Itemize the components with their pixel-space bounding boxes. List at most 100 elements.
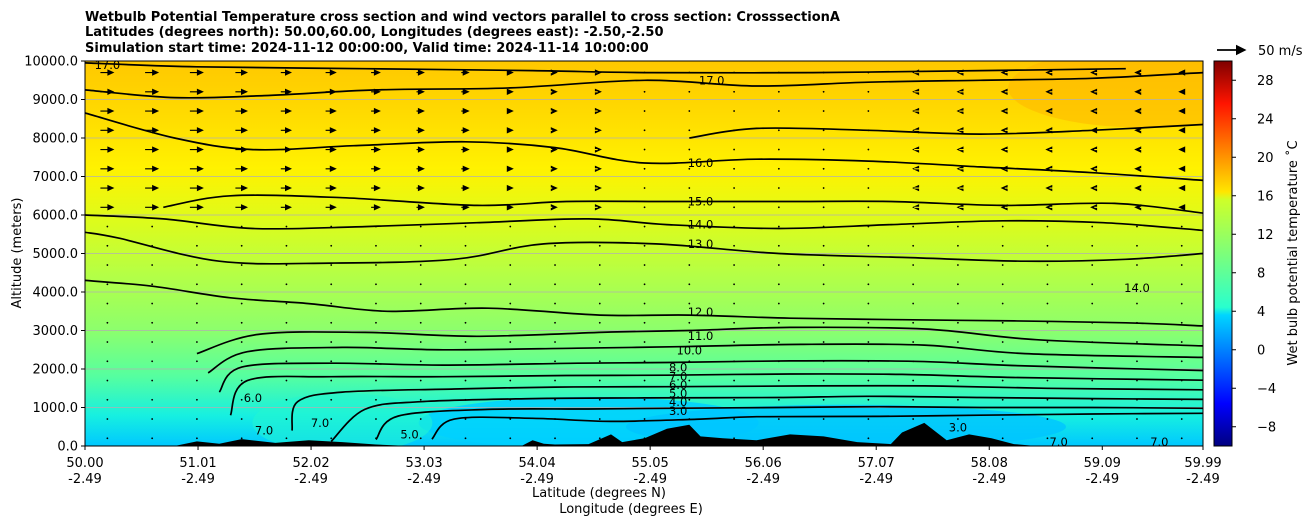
wind-vector (375, 437, 377, 440)
wind-vector (1180, 321, 1183, 324)
wind-vector (733, 110, 735, 112)
wind-vector (688, 360, 691, 363)
wind-vector (1001, 360, 1004, 363)
wind-vector (416, 165, 425, 172)
wind-vector (240, 283, 243, 286)
wind-vector (822, 360, 825, 363)
wind-vector (371, 184, 381, 192)
wind-vector (598, 341, 601, 343)
wind-vector (106, 341, 109, 343)
wind-vector (196, 437, 198, 440)
wind-vector (598, 398, 601, 401)
wind-vector (1046, 379, 1049, 382)
wind-vector (285, 264, 288, 266)
wind-vector (594, 165, 602, 172)
wind-vector (1045, 146, 1053, 153)
title-line-1: Wetbulb Potential Temperature cross sect… (85, 10, 840, 25)
contour-line (291, 384, 1203, 431)
wind-vector (912, 184, 920, 192)
wind-vector (822, 90, 825, 93)
wind-vector (777, 187, 780, 189)
wind-vector (554, 418, 556, 420)
wind-vector (509, 321, 512, 324)
wind-vector (509, 418, 512, 420)
wind-vector (196, 341, 198, 343)
wind-vector (1180, 283, 1183, 286)
wind-vector (235, 69, 248, 76)
wind-vector (643, 148, 646, 151)
wind-vector (777, 129, 780, 132)
wind-vector (867, 129, 870, 132)
wind-vector (280, 127, 292, 134)
wind-vector (325, 127, 337, 134)
wind-vector (509, 302, 512, 305)
wind-vector (375, 379, 377, 382)
wind-vector (912, 437, 915, 440)
title-line-2: Latitudes (degrees north): 50.00,60.00, … (85, 25, 664, 40)
contour-label-text: 4.0 (669, 395, 687, 409)
wind-vector (867, 302, 870, 305)
wind-vector (240, 321, 243, 324)
wind-vector (1180, 302, 1183, 305)
wind-vector (1136, 418, 1138, 420)
wind-vector (1180, 437, 1183, 440)
y-tick-label: 1000.0 (33, 401, 79, 416)
wind-vector (1091, 302, 1094, 305)
wind-vector (235, 204, 248, 211)
wind-vector (235, 165, 248, 172)
wind-vector (867, 437, 870, 440)
wind-vector (375, 244, 377, 247)
wind-vector (957, 264, 959, 266)
wind-vector (106, 264, 109, 266)
wind-vector (777, 398, 780, 401)
wind-vector (509, 283, 512, 286)
wind-vector (550, 88, 558, 95)
wind-vector (330, 418, 333, 420)
wind-vector (733, 418, 735, 420)
wind-vector (957, 379, 959, 382)
wind-vector (957, 341, 959, 343)
wind-vector (822, 71, 825, 74)
wind-vector (375, 264, 377, 266)
contour-label: 12.0 (688, 305, 714, 319)
contour-label: 13.0 (688, 237, 714, 251)
contour-label-text: 14.0 (1124, 281, 1150, 295)
title-line-3: Simulation start time: 2024-11-12 00:00:… (85, 41, 649, 56)
wind-vector (1091, 264, 1094, 266)
wind-vector (285, 321, 288, 324)
wind-vector (777, 379, 780, 382)
wind-vector (506, 146, 514, 153)
contour-label: 17.0 (95, 61, 121, 72)
contour-line (207, 343, 1203, 374)
wind-vector (643, 379, 646, 382)
wind-vector (106, 302, 109, 305)
wind-vector (1045, 69, 1053, 76)
wind-vector (464, 225, 467, 228)
wind-vector (1000, 165, 1008, 172)
wind-vector (1136, 398, 1138, 401)
contour-label: 7.0 (1049, 435, 1067, 446)
wind-vector (594, 127, 602, 134)
x-tick-label-lat: 59.99 (1184, 456, 1221, 471)
colorbar-tick-label: 4 (1257, 305, 1265, 320)
wind-vector (554, 398, 556, 401)
wind-vector (371, 146, 381, 153)
wind-vector (1091, 437, 1094, 440)
wind-vector (1091, 418, 1094, 420)
wind-vector (151, 360, 154, 363)
x-tick-label-lat: 57.07 (858, 456, 895, 471)
wind-vector (151, 418, 154, 420)
wind-vector (554, 379, 556, 382)
wind-vector (280, 165, 292, 172)
wind-vector (151, 244, 154, 247)
wind-vector (688, 321, 691, 324)
wind-vector (1045, 184, 1053, 192)
wind-vector (867, 187, 870, 189)
colorbar-tick-label: 12 (1257, 228, 1274, 243)
wind-vector (240, 418, 243, 420)
wind-vector (643, 244, 646, 247)
wind-vector (1045, 88, 1053, 95)
wind-vector (1180, 225, 1183, 228)
plot-area: 17.016.015.014.013.012.011.010.08.07.06.… (85, 61, 1203, 446)
contour-label-text: 3.0 (669, 404, 687, 418)
